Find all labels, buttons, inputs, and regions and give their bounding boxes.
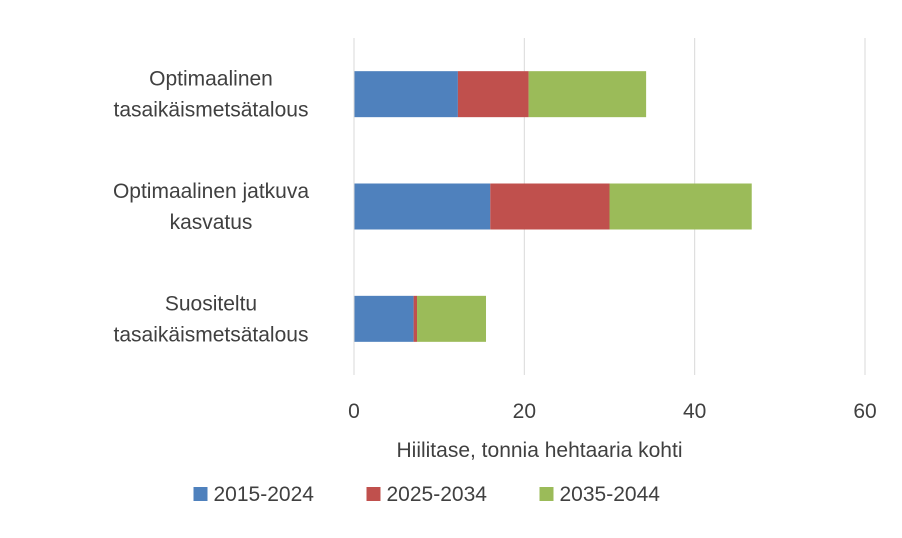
bar-1-2025-2034 [457, 71, 529, 118]
legend-label-2035-2044: 2035-2044 [560, 483, 661, 506]
x-tick-label-0: 0 [348, 400, 360, 423]
x-axis-title: Hiilitase, tonnia hehtaaria kohti [396, 439, 682, 462]
bar-2-2015-2024 [354, 183, 491, 230]
category-label-2-line-1: Optimaalinen jatkuva [113, 180, 309, 203]
category-label-1-line-1: Optimaalinen [149, 68, 273, 91]
bar-1-2035-2044 [528, 71, 647, 118]
bar-2-2025-2034 [490, 183, 610, 230]
legend-swatch-2015-2024 [193, 487, 208, 501]
legend-label-2025-2034: 2025-2034 [387, 483, 488, 506]
category-label-3-line-1: Suositeltu [165, 292, 257, 315]
x-tick-label-60: 60 [853, 400, 876, 423]
bars [354, 71, 752, 342]
legend: 2015-2024 2025-2034 2035-2044 [193, 483, 661, 506]
x-tick-label-40: 40 [683, 400, 706, 423]
category-label-2-line-2: kasvatus [170, 211, 253, 234]
bar-1-2015-2024 [354, 71, 458, 118]
category-labels: Optimaalinen tasaikäismetsätalous Optimaal… [113, 68, 309, 347]
legend-swatch-2035-2044 [539, 487, 554, 501]
bar-2-2035-2044 [609, 183, 752, 230]
bar-3-2035-2044 [417, 295, 487, 342]
bar-3-2015-2024 [354, 295, 414, 342]
legend-label-2015-2024: 2015-2024 [214, 483, 315, 506]
bar-3-2025-2034 [413, 295, 418, 342]
axes: 0 20 40 60 [348, 38, 877, 423]
legend-swatch-2025-2034 [366, 487, 381, 501]
category-label-3-line-2: tasaikäismetsätalous [114, 323, 309, 346]
x-tick-label-20: 20 [513, 400, 536, 423]
category-label-1-line-2: tasaikäismetsätalous [114, 99, 309, 122]
